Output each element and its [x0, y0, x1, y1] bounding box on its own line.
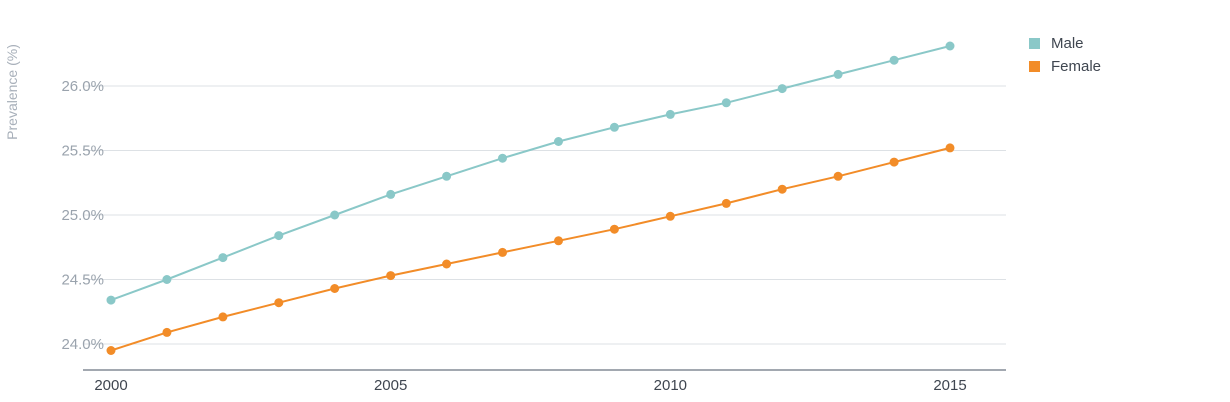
data-point-female	[777, 184, 787, 194]
data-point-male	[945, 41, 955, 51]
data-point-female	[162, 327, 172, 337]
data-point-female	[442, 259, 452, 269]
x-tick-label: 2000	[94, 377, 127, 394]
data-point-male	[330, 210, 340, 220]
data-point-male	[609, 122, 619, 132]
y-tick-labels: 24.0% 24.5% 25.0% 25.5% 26.0%	[61, 78, 104, 353]
legend-label-male: Male	[1051, 35, 1084, 52]
data-point-female	[889, 157, 899, 167]
data-point-female	[498, 247, 507, 257]
legend-label-female: Female	[1051, 58, 1101, 75]
legend: Male Female	[1029, 35, 1101, 75]
data-point-male	[274, 231, 284, 241]
data-point-female	[274, 298, 284, 308]
series-group	[106, 41, 955, 355]
data-point-female	[330, 284, 340, 293]
data-point-male	[554, 137, 563, 146]
data-point-male	[833, 69, 843, 79]
data-point-female	[721, 198, 731, 208]
data-point-male	[498, 153, 507, 163]
data-point-male	[889, 55, 899, 65]
data-point-male	[442, 171, 452, 181]
grid-lines	[83, 85, 1006, 345]
data-point-male	[777, 84, 787, 94]
data-point-female	[665, 211, 675, 221]
data-point-female	[554, 236, 563, 246]
y-tick-label: 26.0%	[61, 78, 104, 95]
x-tick-label: 2015	[933, 377, 966, 394]
y-axis-title: Prevalence (%)	[4, 44, 20, 140]
y-tick-label: 24.5%	[61, 272, 104, 289]
data-point-male	[721, 98, 731, 108]
data-point-male	[106, 295, 116, 305]
data-point-female	[218, 312, 228, 322]
data-point-male	[218, 253, 228, 263]
series-line-male	[110, 45, 951, 302]
data-point-male	[386, 189, 396, 199]
y-tick-label: 24.0%	[61, 336, 104, 353]
y-tick-label: 25.5%	[61, 143, 104, 160]
x-tick-label: 2005	[374, 377, 407, 394]
x-tick-label: 2010	[654, 377, 687, 394]
legend-swatch-female	[1029, 61, 1040, 72]
data-point-female	[609, 224, 619, 234]
y-tick-label: 25.0%	[61, 207, 104, 224]
series-line-female	[110, 146, 951, 352]
data-point-male	[665, 109, 675, 119]
data-point-female	[945, 143, 955, 153]
x-tick-labels: 2000 2005 2010 2015	[94, 377, 966, 394]
data-point-male	[162, 275, 172, 284]
data-point-female	[386, 271, 396, 281]
data-point-female	[106, 346, 116, 355]
data-point-female	[833, 171, 843, 181]
legend-swatch-male	[1029, 38, 1040, 49]
